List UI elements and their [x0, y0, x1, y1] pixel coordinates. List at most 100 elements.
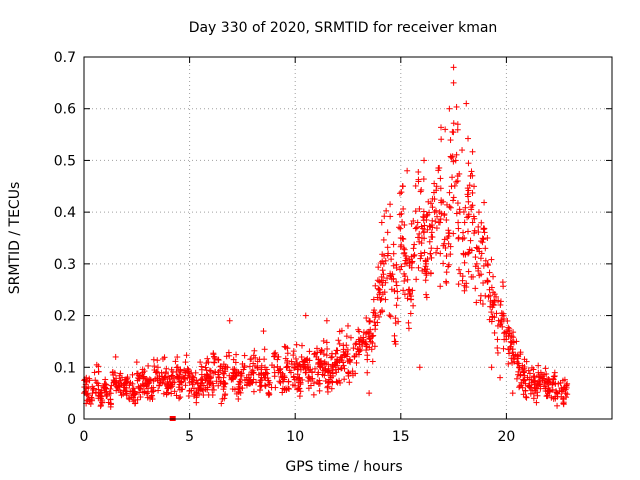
data-point: [271, 351, 277, 357]
data-point: [428, 200, 434, 206]
data-point: [395, 295, 401, 301]
data-point: [475, 229, 481, 235]
data-point: [163, 366, 169, 372]
data-point: [451, 120, 457, 126]
x-axis-label: GPS time / hours: [285, 459, 402, 475]
data-point: [92, 369, 98, 375]
data-point: [394, 302, 400, 308]
data-point: [388, 256, 394, 262]
data-point: [251, 348, 257, 354]
data-point: [210, 350, 216, 356]
data-point: [193, 400, 199, 406]
data-point: [341, 376, 347, 382]
data-point: [428, 245, 434, 251]
data-point: [421, 217, 427, 223]
data-point: [459, 147, 465, 153]
data-point: [324, 318, 330, 324]
data-point: [470, 149, 476, 155]
data-point: [475, 224, 481, 230]
data-point: [429, 255, 435, 261]
data-point: [455, 220, 461, 226]
grid-lines: [84, 57, 612, 419]
data-point: [476, 209, 482, 215]
data-point: [102, 377, 108, 383]
data-point: [348, 335, 354, 341]
data-point: [366, 390, 372, 396]
data-point: [182, 359, 188, 365]
data-point: [113, 354, 119, 360]
data-point: [448, 205, 454, 211]
data-point: [440, 260, 446, 266]
data-point: [272, 373, 278, 379]
data-point: [385, 229, 391, 235]
data-point: [421, 209, 427, 215]
data-point: [379, 309, 385, 315]
data-point: [227, 318, 233, 324]
data-point: [261, 328, 267, 334]
data-point: [408, 296, 414, 302]
data-point: [490, 274, 496, 280]
data-point: [498, 298, 504, 304]
data-point: [455, 226, 461, 232]
data-point: [134, 359, 140, 365]
y-tick-label: 0.2: [54, 309, 76, 325]
y-tick-label: 0.3: [54, 257, 76, 273]
data-point: [155, 364, 161, 370]
data-point: [299, 354, 305, 360]
data-point: [151, 357, 157, 363]
data-point: [465, 199, 471, 205]
data-point: [413, 276, 419, 282]
data-point: [344, 333, 350, 339]
data-point: [443, 279, 449, 285]
data-point: [247, 356, 253, 362]
data-point: [210, 392, 216, 398]
data-point: [460, 230, 466, 236]
data-point: [468, 168, 474, 174]
data-point: [453, 179, 459, 185]
data-point: [242, 353, 248, 359]
chart-canvas: Day 330 of 2020, SRMTID for receiver kma…: [0, 0, 640, 480]
data-point: [398, 189, 404, 195]
chart-title: Day 330 of 2020, SRMTID for receiver kma…: [189, 20, 498, 36]
data-point: [218, 400, 224, 406]
data-point: [461, 235, 467, 241]
data-point: [285, 350, 291, 356]
data-point: [391, 333, 397, 339]
data-point: [251, 389, 257, 395]
data-point: [500, 283, 506, 289]
data-point: [437, 283, 443, 289]
data-point: [421, 157, 427, 163]
data-point: [294, 342, 300, 348]
data-point: [154, 357, 160, 363]
data-point: [494, 345, 500, 351]
data-point: [337, 341, 343, 347]
data-point: [380, 267, 386, 273]
data-point: [161, 391, 167, 397]
data-point: [247, 363, 253, 369]
data-point: [391, 288, 397, 294]
data-point: [400, 183, 406, 189]
data-point: [421, 176, 427, 182]
data-point: [480, 239, 486, 245]
data-point: [381, 213, 387, 219]
data-point: [488, 309, 494, 315]
data-point: [462, 260, 468, 266]
data-point: [113, 388, 119, 394]
data-point: [425, 199, 431, 205]
data-point: [370, 358, 376, 364]
data-point: [488, 257, 494, 263]
data-point: [465, 136, 471, 142]
data-point: [462, 205, 468, 211]
data-point: [437, 220, 443, 226]
data-point: [417, 364, 423, 370]
data-point: [333, 379, 339, 385]
data-point: [376, 287, 382, 293]
data-point: [363, 347, 369, 353]
data-point: [417, 256, 423, 262]
data-point: [346, 379, 352, 385]
data-point: [487, 270, 493, 276]
data-point: [291, 348, 297, 354]
data-point: [472, 285, 478, 291]
data-point: [354, 360, 360, 366]
data-point: [415, 169, 421, 175]
